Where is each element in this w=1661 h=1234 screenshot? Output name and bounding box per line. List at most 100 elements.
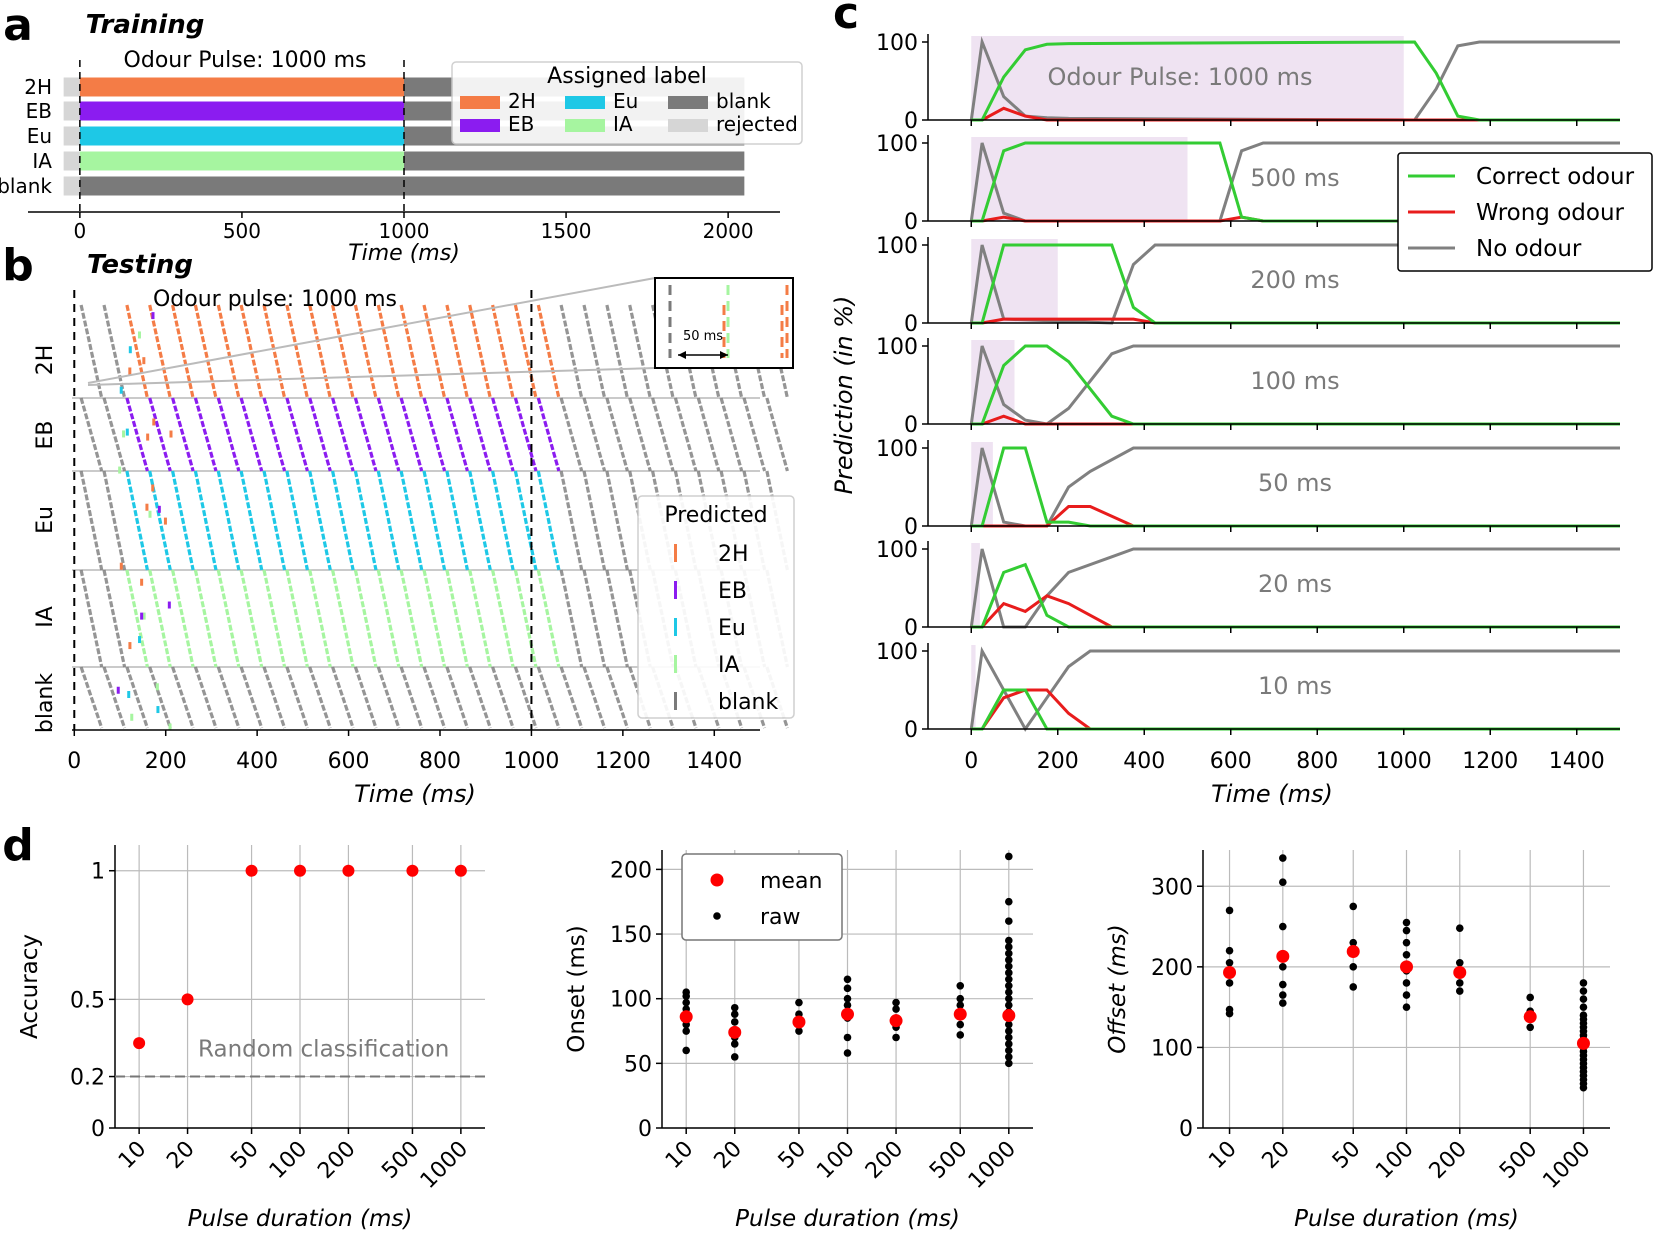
rejected-segment-eb xyxy=(63,101,80,121)
subplot-label-c-2: 200 ms xyxy=(1250,266,1339,294)
subplot-label-c-4: 50 ms xyxy=(1258,469,1332,497)
x-tick-label-c-0: 0 xyxy=(964,749,978,774)
raster-trace-eb-25 xyxy=(651,397,675,472)
raw-point-d2-500-0 xyxy=(956,1031,965,1039)
raster-trace-ia-22 xyxy=(582,569,607,668)
raster-trace-ia-14 xyxy=(399,569,424,668)
raster-trace-ia-12 xyxy=(353,569,378,668)
legend-b-label-2h: 2H xyxy=(718,542,749,567)
x-axis-label-d1: Pulse duration (ms) xyxy=(188,1206,413,1232)
raster-row-blank xyxy=(79,666,789,731)
legend-b-mark-blank xyxy=(674,692,677,710)
x-tick-label-b-0: 0 xyxy=(67,749,81,774)
y-tick-label-d1-0: 0 xyxy=(91,1117,105,1142)
raster-trace-eu-10 xyxy=(308,470,332,571)
raw-point-d3-100-5 xyxy=(1402,938,1411,947)
legend-b-label-eu: Eu xyxy=(718,616,746,641)
raster-trace-eu-18 xyxy=(491,470,515,571)
raster-trace-eb-2 xyxy=(125,397,149,472)
raster-trace-blank-16 xyxy=(445,666,469,729)
raster-speck-blank-1 xyxy=(168,723,172,731)
legend-b: Predicted 2H EB Eu IA blank xyxy=(637,495,795,719)
raw-point-d2-500-4 xyxy=(956,994,965,1003)
legend-b-mark-2h xyxy=(674,544,677,562)
subplot-label-c-0: Odour Pulse: 1000 ms xyxy=(1047,63,1312,91)
x-tick-label-d3-10: 10 xyxy=(1204,1137,1241,1174)
raster-trace-eu-8 xyxy=(262,470,287,571)
raster-speck-2h-2 xyxy=(119,386,123,394)
raster-trace-eb-19 xyxy=(513,397,538,472)
y-tick-label-c-6-100: 100 xyxy=(876,640,918,665)
mean-point-d3-1000 xyxy=(1576,1036,1590,1050)
raster-trace-ia-11 xyxy=(331,569,355,668)
y-tick-label-d3-200: 200 xyxy=(1151,956,1193,981)
raster-speck-eb-0 xyxy=(146,433,150,441)
row-label-eu: Eu xyxy=(27,124,52,148)
raw-point-d2-10-5 xyxy=(682,998,690,1007)
raster-trace-2h-19 xyxy=(513,304,538,399)
raw-point-d2-1000-21 xyxy=(1005,897,1013,906)
raw-point-d3-200-3 xyxy=(1455,959,1464,967)
raw-point-d3-1000-21 xyxy=(1579,987,1588,995)
raw-point-d3-100-7 xyxy=(1402,918,1411,927)
raster-speck-eu-3 xyxy=(163,517,167,525)
raw-point-d2-1000-16 xyxy=(1005,956,1013,964)
raw-point-d2-1000-19 xyxy=(1005,936,1013,945)
raw-point-d3-50-3 xyxy=(1349,938,1358,947)
row-label-ia: IA xyxy=(32,149,52,173)
raw-point-d2-100-1 xyxy=(843,1033,852,1042)
raster-speck-eb-2 xyxy=(122,430,126,438)
row-label-b-2h: 2H xyxy=(33,345,58,376)
segment-2h-2h xyxy=(79,77,405,97)
panel-label-a: a xyxy=(3,0,33,51)
raster-speck-blank-4 xyxy=(127,691,131,699)
raw-point-d3-200-4 xyxy=(1455,924,1464,932)
raster-trace-ia-2 xyxy=(125,569,149,668)
mean-point-d2-100 xyxy=(841,1007,854,1021)
raster-trace-eb-20 xyxy=(536,397,561,472)
raw-point-d2-50-0 xyxy=(795,1027,803,1035)
raster-trace-eu-2 xyxy=(125,470,149,571)
raster-speck-2h-1 xyxy=(128,346,132,354)
raster-trace-ia-21 xyxy=(559,569,584,668)
raster-trace-eu-13 xyxy=(376,470,401,571)
raster-trace-2h-14 xyxy=(399,304,424,399)
inset-connector-top xyxy=(87,277,656,384)
segment-blank-blank xyxy=(79,176,745,196)
x-tick-label-a-500: 500 xyxy=(223,219,261,243)
row-label-blank: blank xyxy=(0,174,52,198)
line-c-6-none xyxy=(969,646,1620,732)
raw-point-d2-1000-17 xyxy=(1005,949,1013,958)
x-tick-label-d3-100: 100 xyxy=(1371,1137,1418,1184)
raster-trace-eu-9 xyxy=(285,470,309,571)
mean-point-d2-20 xyxy=(728,1025,742,1039)
x-tick-label-c-1200: 1200 xyxy=(1462,749,1518,774)
raw-point-d2-200-3 xyxy=(892,1005,900,1013)
raster-trace-eu-16 xyxy=(445,470,469,571)
raster-speck-ia-1 xyxy=(138,636,142,644)
raster-trace-blank-9 xyxy=(285,666,309,729)
raw-point-d2-1000-9 xyxy=(1005,1001,1013,1009)
raster-trace-blank-7 xyxy=(239,666,264,729)
baseline-label-d1: Random classification xyxy=(198,1037,449,1063)
raster-trace-2h-5 xyxy=(193,304,218,399)
legend-a-label-eb: EB xyxy=(508,112,534,136)
x-tick-label-a-1500: 1500 xyxy=(541,219,592,243)
y-tick-label-d1-0.5: 0.5 xyxy=(70,988,105,1013)
raster-trace-eb-6 xyxy=(216,397,241,472)
raster-trace-eb-23 xyxy=(605,397,629,472)
raster-trace-ia-13 xyxy=(376,569,401,668)
pulse-shade-c-5 xyxy=(971,543,980,627)
raster-trace-eb-9 xyxy=(285,397,309,472)
raster-trace-eu-5 xyxy=(193,470,218,571)
raster-trace-eb-15 xyxy=(422,397,447,472)
y-tick-label-c-2-0: 0 xyxy=(904,312,918,337)
mean-point-d2-10 xyxy=(679,1010,693,1024)
mean-point-d3-10 xyxy=(1223,965,1237,979)
x-tick-label-d2-1000: 1000 xyxy=(964,1137,1021,1194)
raw-point-d2-1000-3 xyxy=(1005,1040,1013,1048)
subplot-c-4: 0 100 50 ms xyxy=(876,437,1620,540)
raster-trace-blank-19 xyxy=(513,666,538,729)
pulse-shade-c-6 xyxy=(971,645,976,729)
